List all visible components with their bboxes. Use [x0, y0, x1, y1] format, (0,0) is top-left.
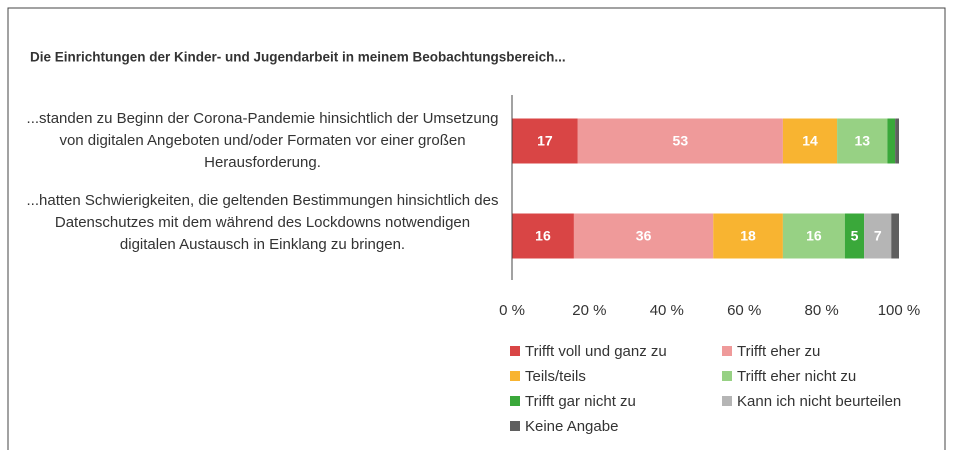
category-label: ...standen zu Beginn der Corona-Pandemie…	[26, 110, 499, 171]
x-tick-label: 40 %	[650, 302, 684, 319]
data-label: 5	[851, 228, 859, 244]
bar-segment	[844, 213, 865, 259]
legend-swatch	[722, 346, 732, 356]
data-label: 17	[537, 133, 553, 149]
data-label: 14	[802, 133, 818, 149]
bar-segment	[782, 118, 838, 164]
bar-segment	[512, 213, 574, 259]
legend-swatch	[722, 371, 732, 381]
legend-swatch	[510, 421, 520, 431]
legend-label: Trifft gar nicht zu	[525, 393, 636, 410]
category-label: ...hatten Schwierigkeiten, die geltenden…	[26, 192, 499, 253]
bar-segment	[895, 118, 899, 164]
bar-segment	[837, 118, 888, 164]
legend-swatch	[722, 396, 732, 406]
bar-segment	[577, 118, 783, 164]
chart-title: Die Einrichtungen der Kinder- und Jugend…	[30, 50, 566, 65]
bar-segment	[782, 213, 845, 259]
legend-label: Teils/teils	[525, 368, 586, 385]
bar-segment	[887, 118, 896, 164]
bar-segment	[864, 213, 892, 259]
legend-label: Trifft eher nicht zu	[737, 368, 856, 385]
legend-swatch	[510, 346, 520, 356]
data-label: 16	[806, 228, 822, 244]
bar-segment	[713, 213, 783, 259]
data-label: 16	[535, 228, 551, 244]
data-label: 36	[636, 228, 652, 244]
x-tick-label: 60 %	[727, 302, 761, 319]
legend-label: Trifft voll und ganz zu	[525, 343, 667, 360]
data-label: 53	[673, 133, 689, 149]
x-tick-label: 20 %	[572, 302, 606, 319]
legend-swatch	[510, 371, 520, 381]
x-tick-label: 80 %	[804, 302, 838, 319]
legend-label: Trifft eher zu	[737, 343, 820, 360]
x-tick-label: 0 %	[499, 302, 525, 319]
legend-label: Kann ich nicht beurteilen	[737, 393, 901, 410]
data-label: 18	[740, 228, 756, 244]
bar-segment	[573, 213, 714, 259]
bar-segment	[512, 118, 578, 164]
frame	[7, 7, 946, 450]
data-label: 13	[854, 133, 870, 149]
bar-segment	[891, 213, 899, 259]
legend-label: Keine Angabe	[525, 418, 618, 435]
data-label: 7	[874, 228, 882, 244]
x-tick-label: 100 %	[878, 302, 921, 319]
legend-swatch	[510, 396, 520, 406]
